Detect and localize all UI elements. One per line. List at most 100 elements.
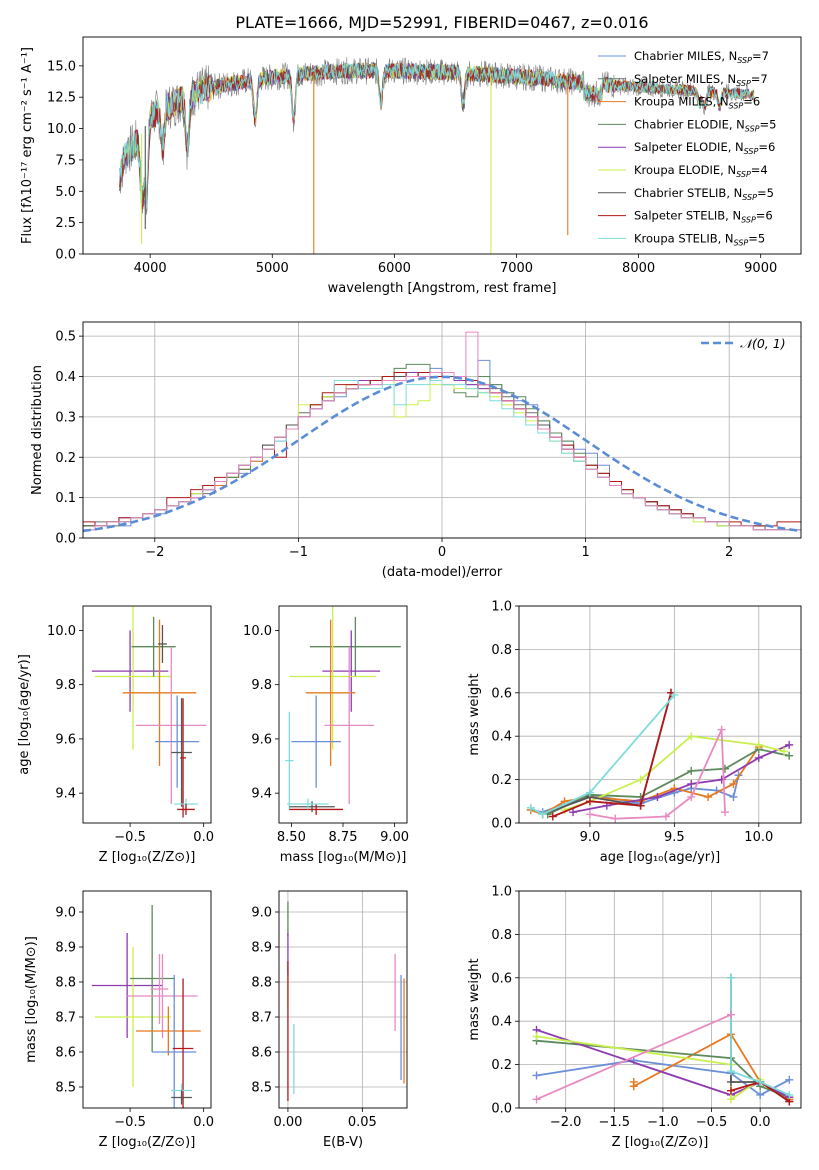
y-tick-label: 2.5	[55, 216, 76, 231]
x-tick-label: 2	[725, 545, 733, 560]
errorbar-point	[285, 711, 294, 810]
x-tick-label: −1	[289, 545, 308, 560]
residual-histogram-panel: −2 −1 0 1 2 0.0 0.1 0.2 0.3 0.4 0.5 (data-model)/er…	[30, 321, 802, 580]
y-tick-label: 9.0	[55, 906, 76, 921]
errorbar-points	[287, 901, 405, 1101]
weight-marker	[704, 792, 713, 801]
x-tick-label: 0.00	[273, 1115, 302, 1130]
spectrum-lines	[119, 57, 755, 254]
legend-label: Chabrier ELODIE, NSSP=5	[634, 117, 776, 133]
x-tick-label: −2	[145, 545, 164, 560]
errorbar-point	[152, 975, 197, 1108]
x-tick-label: −1.5	[599, 1115, 631, 1130]
y-tick-label: 9.0	[251, 906, 272, 921]
age-vs-mass-panel: 8.50 8.75 9.00 9.4 9.6 9.8 10.0 mass [log₁₀(M/M…	[243, 605, 409, 865]
errorbar-point	[171, 1090, 192, 1105]
y-tick-label: 8.5	[251, 1081, 272, 1096]
x-tick-label: 9000	[744, 261, 777, 276]
errorbar-point	[94, 606, 172, 750]
y-tick-label: 0.6	[491, 686, 512, 701]
errorbar-point	[158, 624, 167, 663]
weight-marker	[721, 808, 730, 817]
legend-label: Salpeter STELIB, NSSP=6	[634, 209, 773, 225]
weight-marker	[661, 812, 670, 821]
weight-line	[552, 692, 672, 818]
weight-marker	[754, 753, 763, 762]
errorbar-point	[155, 695, 200, 788]
axes-frame	[82, 36, 802, 255]
x-tick-label: 7000	[500, 261, 533, 276]
x-tick-label: 4000	[134, 261, 167, 276]
axes-frame	[82, 605, 212, 824]
errorbar-points	[285, 606, 401, 815]
y-tick-label: 0.6	[491, 971, 512, 986]
y-tick-label: 0.2	[491, 773, 512, 788]
axes-frame	[518, 890, 802, 1109]
errorbar-point	[94, 947, 172, 1087]
y-axis-label: mass weight	[467, 958, 482, 1040]
weight-marker	[653, 792, 662, 801]
weight-marker	[687, 732, 696, 741]
errorbar-point	[172, 978, 194, 1108]
x-tick-label: 9.0	[580, 830, 601, 845]
x-tick-label: 9.5	[664, 830, 685, 845]
y-tick-label: 8.6	[251, 1046, 272, 1061]
y-tick-label: 0.2	[491, 1058, 512, 1073]
y-axis-label: mass weight	[467, 673, 482, 755]
spectrum-line-kroupa-stelib	[119, 63, 755, 209]
x-tick-label: 0.0	[193, 830, 214, 845]
x-tick-label: 10.0	[744, 830, 773, 845]
weight-marker	[687, 792, 696, 801]
y-tick-label: 10.0	[47, 122, 76, 137]
x-tick-label: −0.5	[114, 830, 146, 845]
errorbar-point	[287, 798, 329, 810]
y-tick-label: 9.4	[251, 787, 272, 802]
weight-marker	[532, 1071, 541, 1080]
weight-marker	[585, 797, 594, 806]
x-tick-label: 0.05	[348, 1115, 377, 1130]
weight-marker	[726, 1086, 735, 1095]
weight-marker	[538, 810, 547, 819]
errorbar-point	[91, 630, 169, 712]
weight-marker	[687, 766, 696, 775]
y-tick-label: 8.8	[55, 976, 76, 991]
weight-marker	[569, 808, 578, 817]
errorbar-point	[122, 619, 197, 767]
errorbar-point	[322, 630, 381, 712]
errorbar-point	[305, 619, 356, 767]
errorbar-point	[177, 804, 195, 815]
y-tick-label: 0.0	[55, 532, 76, 547]
mass-vs-metallicity-panel: −0.5 0.0 8.5 8.6 8.7 8.8 8.9 9.0 Z [log₁₀(Z/Z⊙)]…	[24, 890, 214, 1150]
y-tick-label: 1.0	[491, 885, 512, 900]
x-tick-label: −2.0	[550, 1115, 582, 1130]
y-tick-label: 7.5	[55, 153, 76, 168]
weight-marker	[670, 690, 679, 699]
weight-marker	[726, 1067, 735, 1076]
errorbar-points	[91, 905, 201, 1108]
weight-line	[536, 1013, 732, 1101]
errorbar-point	[171, 698, 192, 807]
errorbar-point	[127, 954, 198, 1038]
y-tick-label: 8.8	[251, 976, 272, 991]
weight-marker	[585, 810, 594, 819]
mass-vs-ebv-panel: 0.00 0.05 8.5 8.6 8.7 8.8 8.9 9.0 E(B-V)	[251, 890, 408, 1150]
errorbar-point	[135, 646, 207, 805]
x-tick-label: 0	[438, 545, 446, 560]
x-tick-label: −0.5	[114, 1115, 146, 1130]
errorbar-point	[131, 616, 176, 677]
weight-marker	[729, 779, 738, 788]
normal-distribution-curve	[83, 375, 801, 533]
x-tick-label: 0.0	[193, 1115, 214, 1130]
weight-marker	[729, 792, 738, 801]
errorbar-point	[180, 698, 186, 818]
axes-frame	[518, 605, 802, 824]
y-tick-label: 0.5	[55, 330, 76, 345]
weight-marker	[726, 1077, 735, 1086]
figure-title: PLATE=1666, MJD=52991, FIBERID=0467, z=0…	[235, 13, 648, 32]
x-tick-label: 9.00	[380, 830, 409, 845]
y-tick-label: 5.0	[55, 185, 76, 200]
y-tick-label: 0.1	[55, 491, 76, 506]
weight-marker	[785, 740, 794, 749]
weight-marker	[548, 812, 557, 821]
errorbar-point	[135, 1006, 201, 1056]
